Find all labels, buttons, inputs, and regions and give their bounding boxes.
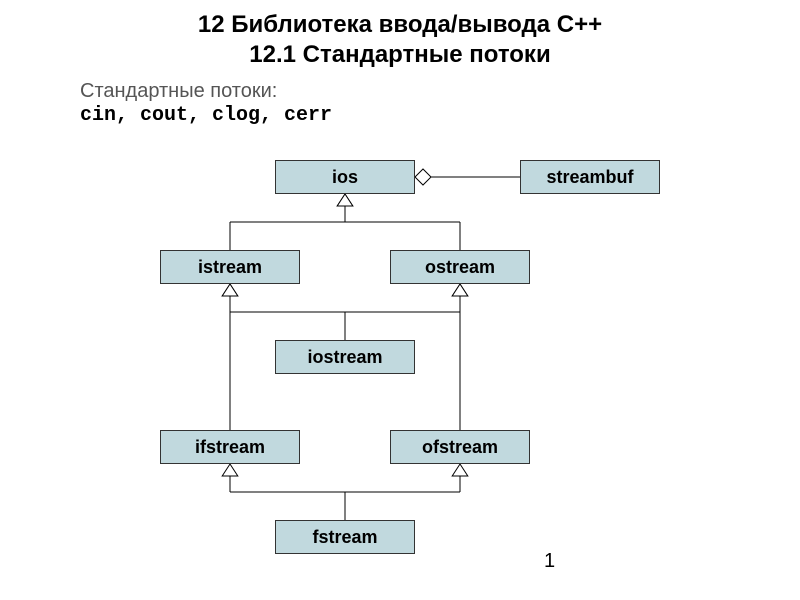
node-ofstream: ofstream — [390, 430, 530, 464]
node-ifstream: ifstream — [160, 430, 300, 464]
title-line-2: 12.1 Стандартные потоки — [0, 40, 800, 70]
node-ios: ios — [275, 160, 415, 194]
slide-canvas: 12 Библиотека ввода/вывода C++ 12.1 Стан… — [0, 0, 800, 600]
node-istream: istream — [160, 250, 300, 284]
node-streambuf: streambuf — [520, 160, 660, 194]
page-number: 1 — [544, 550, 555, 573]
intro-label: Стандартные потоки: — [80, 80, 277, 103]
node-iostream: iostream — [275, 340, 415, 374]
title-line-1: 12 Библиотека ввода/вывода C++ — [0, 10, 800, 40]
node-ostream: ostream — [390, 250, 530, 284]
slide-title: 12 Библиотека ввода/вывода C++ 12.1 Стан… — [0, 10, 800, 70]
intro-code: cin, cout, clog, cerr — [80, 104, 332, 127]
node-fstream: fstream — [275, 520, 415, 554]
